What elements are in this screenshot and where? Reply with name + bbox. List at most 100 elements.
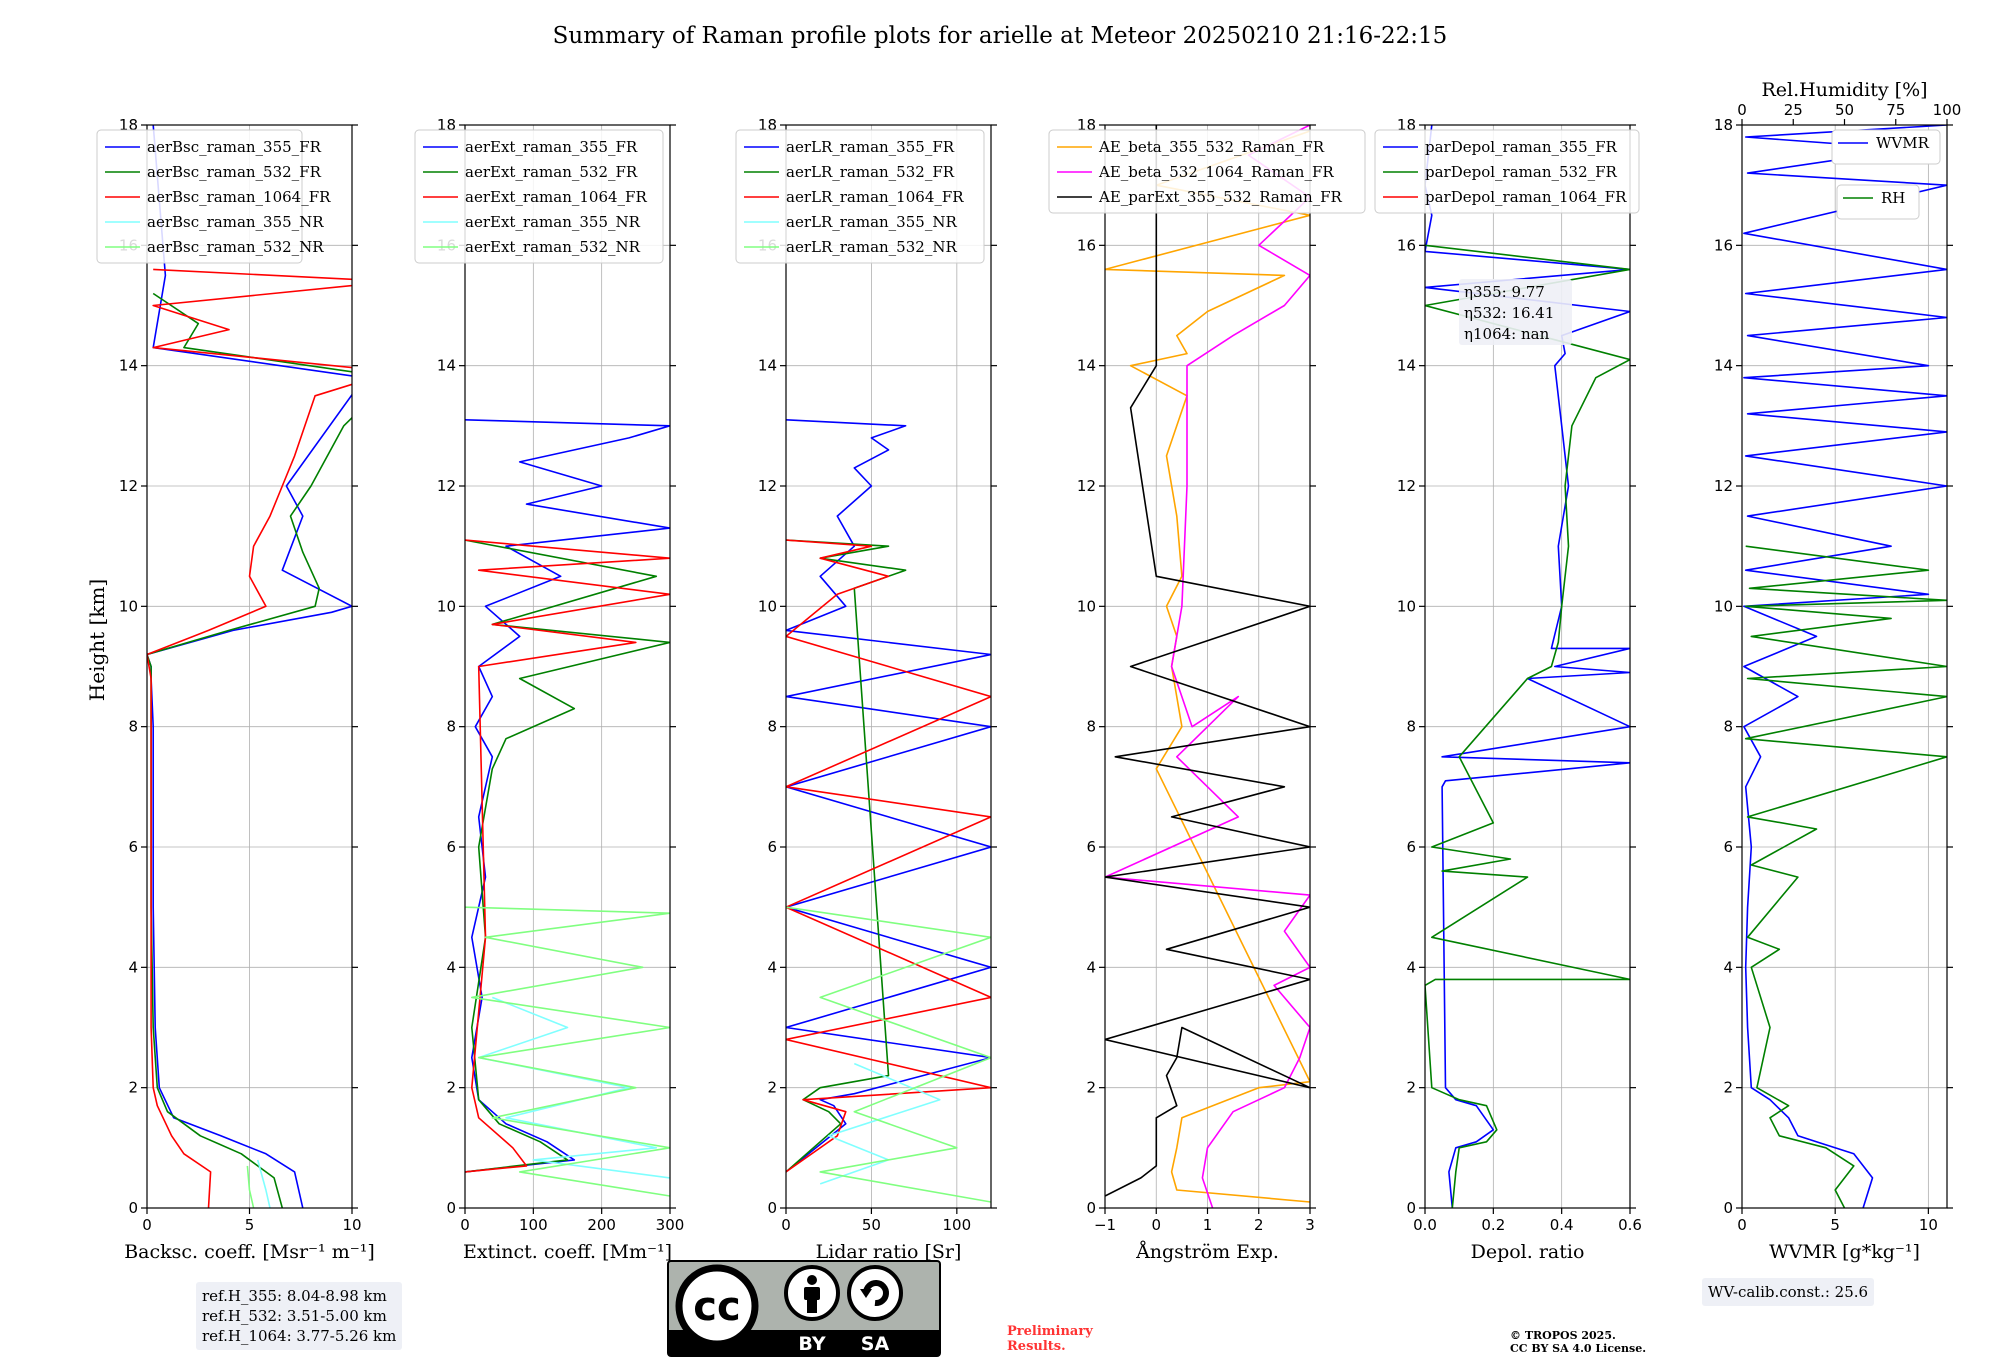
x-tick-label: −1 bbox=[1094, 1216, 1116, 1234]
top-x-tick-label: 25 bbox=[1784, 101, 1803, 119]
y-tick-label: 10 bbox=[758, 597, 777, 615]
series-line bbox=[465, 539, 670, 1173]
y-tick-label: 4 bbox=[1406, 958, 1416, 976]
x-tick-label: 5 bbox=[1830, 1216, 1840, 1234]
x-tick-label: 0 bbox=[460, 1216, 470, 1234]
legend-label: aerBsc_raman_355_NR bbox=[147, 213, 324, 231]
x-tick-label: 10 bbox=[1919, 1216, 1938, 1234]
depol-eta-box bbox=[1459, 279, 1572, 345]
y-tick-label: 0 bbox=[128, 1199, 138, 1217]
ref-height-1064: ref.H_1064: 3.77-5.26 km bbox=[202, 1327, 397, 1345]
series-line bbox=[786, 539, 907, 1173]
panel-frame bbox=[785, 124, 992, 1209]
legend: aerBsc_raman_355_FR aerBsc_raman_532_FRae… bbox=[96, 129, 331, 264]
y-tick-label: 0 bbox=[446, 1199, 456, 1217]
y-tick-label: 8 bbox=[1406, 718, 1416, 736]
x-axis-label: Depol. ratio bbox=[1471, 1241, 1585, 1263]
x-tick-label: 5 bbox=[245, 1216, 255, 1234]
y-tick-label: 8 bbox=[446, 718, 456, 736]
y-tick-label: 2 bbox=[446, 1079, 456, 1097]
license-by-label: BY bbox=[798, 1333, 825, 1355]
y-tick-label: 10 bbox=[119, 597, 138, 615]
x-axis-label: Extinct. coeff. [Mm⁻¹] bbox=[463, 1241, 672, 1263]
panel-series bbox=[465, 419, 670, 1197]
series-line bbox=[1425, 244, 1630, 1208]
series-line bbox=[1743, 125, 1947, 1208]
legend: WVMR RH bbox=[1831, 129, 1941, 220]
y-tick-label: 0 bbox=[1086, 1199, 1096, 1217]
series-line bbox=[786, 539, 991, 1173]
legend-label: aerLR_raman_355_FR bbox=[786, 138, 955, 156]
y-tick-label: 14 bbox=[437, 357, 456, 375]
legend-label: WVMR bbox=[1876, 134, 1930, 152]
wv-calibration-constant: WV-calib.const.: 25.6 bbox=[1708, 1283, 1869, 1301]
legend-label: aerLR_raman_532_NR bbox=[786, 238, 957, 256]
preliminary-note: Preliminary Results. bbox=[1007, 1324, 1093, 1354]
y-tick-label: 6 bbox=[767, 838, 777, 856]
y-tick-label: 10 bbox=[1714, 597, 1733, 615]
y-tick-label: 0 bbox=[1723, 1199, 1733, 1217]
x-tick-label: 200 bbox=[587, 1216, 616, 1234]
y-tick-label: 2 bbox=[1723, 1079, 1733, 1097]
legend-label: aerBsc_raman_1064_FR bbox=[147, 188, 331, 206]
y-tick-label: 8 bbox=[1723, 718, 1733, 736]
x-tick-label: 100 bbox=[943, 1216, 972, 1234]
y-tick-label: 16 bbox=[1077, 236, 1096, 254]
y-tick-label: 6 bbox=[128, 838, 138, 856]
x-tick-label: 0 bbox=[1151, 1216, 1161, 1234]
copyright-line-1: © TROPOS 2025. bbox=[1510, 1329, 1616, 1342]
y-tick-label: 12 bbox=[758, 477, 777, 495]
preliminary-line-2: Results. bbox=[1007, 1339, 1066, 1354]
legend-label: AE_beta_532_1064_Raman_FR bbox=[1098, 163, 1334, 181]
panel-frame bbox=[1741, 124, 1948, 1209]
y-tick-label: 2 bbox=[128, 1079, 138, 1097]
y-tick-label: 4 bbox=[1723, 958, 1733, 976]
y-tick-label: 6 bbox=[1723, 838, 1733, 856]
legend-label: parDepol_raman_1064_FR bbox=[1425, 188, 1627, 206]
panel-series bbox=[147, 125, 352, 1208]
y-tick-label: 12 bbox=[119, 477, 138, 495]
x-tick-label: 0.6 bbox=[1618, 1216, 1642, 1234]
profile-panel: 0246810121416180510Backsc. coeff. [Msr⁻¹… bbox=[96, 116, 375, 1263]
legend-frame bbox=[735, 129, 985, 264]
series-line bbox=[1105, 130, 1310, 1203]
share-alike-icon bbox=[847, 1265, 903, 1321]
series-line bbox=[147, 268, 352, 1208]
depol-eta-label: η532: 16.41 bbox=[1464, 304, 1554, 322]
y-tick-label: 0 bbox=[767, 1199, 777, 1217]
y-tick-label: 12 bbox=[1077, 477, 1096, 495]
panel-frame bbox=[1424, 124, 1631, 1209]
y-tick-label: 16 bbox=[1714, 236, 1733, 254]
x-tick-label: 10 bbox=[342, 1216, 361, 1234]
reference-heights-box: ref.H_355: 8.04-8.98 km ref.H_532: 3.51-… bbox=[196, 1282, 403, 1350]
y-tick-label: 8 bbox=[128, 718, 138, 736]
legend-label: aerExt_raman_532_FR bbox=[465, 163, 638, 181]
x-axis-label: Ångström Exp. bbox=[1135, 1241, 1279, 1263]
legend-label: aerExt_raman_1064_FR bbox=[465, 188, 647, 206]
legend-frame bbox=[1836, 184, 1920, 220]
x-tick-label: 2 bbox=[1254, 1216, 1264, 1234]
y-tick-label: 0 bbox=[1406, 1199, 1416, 1217]
series-line bbox=[465, 539, 670, 1173]
y-tick-label: 2 bbox=[767, 1079, 777, 1097]
legend-frame bbox=[96, 129, 303, 264]
profile-panel: 0246810121416180100200300Extinct. coeff.… bbox=[414, 116, 684, 1263]
legend-label: aerExt_raman_355_FR bbox=[465, 138, 638, 156]
cc-by-sa-badge: cc BY SA bbox=[667, 1260, 941, 1357]
x-axis-label: Backsc. coeff. [Msr⁻¹ m⁻¹] bbox=[124, 1241, 375, 1263]
x-tick-label: 0.2 bbox=[1481, 1216, 1505, 1234]
preliminary-line-1: Preliminary bbox=[1007, 1324, 1093, 1339]
legend: aerLR_raman_355_FR aerLR_raman_532_FR aerL… bbox=[735, 129, 985, 264]
y-tick-label: 14 bbox=[1077, 357, 1096, 375]
legend-label: RH bbox=[1881, 189, 1905, 207]
series-line bbox=[786, 906, 991, 1203]
x-tick-label: 0 bbox=[142, 1216, 152, 1234]
top-x-tick-label: 50 bbox=[1835, 101, 1854, 119]
y-tick-label: 4 bbox=[1086, 958, 1096, 976]
y-tick-label: 4 bbox=[446, 958, 456, 976]
y-tick-label: 4 bbox=[128, 958, 138, 976]
